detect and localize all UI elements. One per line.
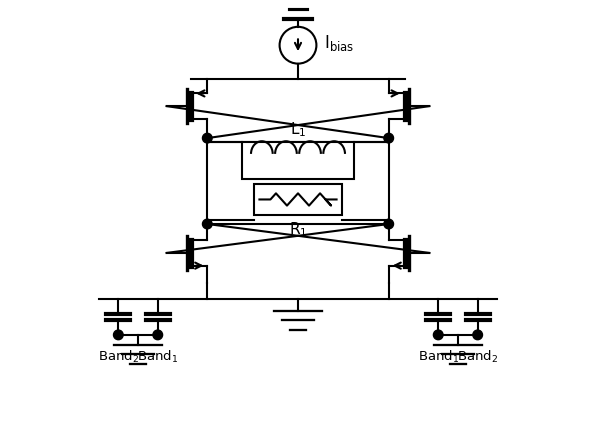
Circle shape <box>384 133 393 143</box>
Circle shape <box>203 219 212 229</box>
Text: Band$_{\mathregular{2}}$: Band$_{\mathregular{2}}$ <box>98 349 139 365</box>
Circle shape <box>384 219 393 229</box>
Circle shape <box>433 330 443 340</box>
Bar <box>254 184 342 215</box>
Circle shape <box>153 330 163 340</box>
Circle shape <box>473 330 483 340</box>
Circle shape <box>113 330 123 340</box>
Text: Band$_{\mathregular{2}}$: Band$_{\mathregular{2}}$ <box>457 349 498 365</box>
Text: Band$_{\mathregular{1}}$: Band$_{\mathregular{1}}$ <box>137 349 178 365</box>
Text: Band$_{\mathregular{1}}$: Band$_{\mathregular{1}}$ <box>418 349 459 365</box>
Circle shape <box>203 133 212 143</box>
Text: L$_{\mathregular{1}}$: L$_{\mathregular{1}}$ <box>290 120 306 139</box>
Text: I$_{\mathregular{bias}}$: I$_{\mathregular{bias}}$ <box>324 34 355 53</box>
Text: R$_{\mathregular{1}}$: R$_{\mathregular{1}}$ <box>289 220 307 239</box>
Bar <box>242 142 354 179</box>
